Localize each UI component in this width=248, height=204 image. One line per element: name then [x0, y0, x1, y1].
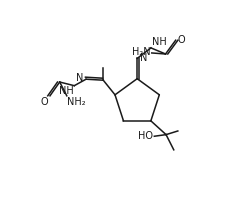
Text: N: N [140, 53, 147, 63]
Text: N: N [76, 73, 84, 83]
Text: NH₂: NH₂ [67, 97, 86, 107]
Text: H₂N: H₂N [132, 47, 151, 57]
Text: HO: HO [138, 131, 153, 141]
Text: NH: NH [59, 86, 74, 96]
Text: O: O [41, 97, 48, 107]
Text: O: O [177, 35, 185, 45]
Text: NH: NH [152, 37, 167, 47]
